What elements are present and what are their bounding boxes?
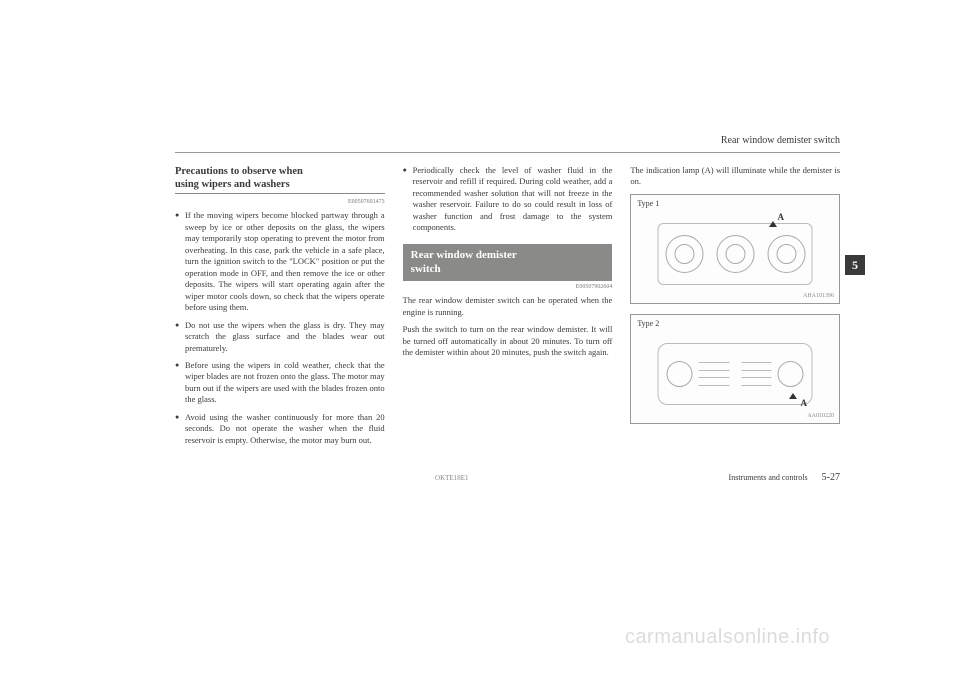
vent-slats-icon [699,359,730,389]
figure-code: AHA101396 [803,292,834,300]
chapter-tab: 5 [845,255,865,275]
figure-type2: Type 2 A AA010220 [630,314,840,424]
bullet-list: If the moving wipers become blocked part… [175,210,385,446]
list-item: Periodically check the level of washer f… [403,165,613,234]
header-title: Rear window demister switch [175,135,840,146]
gray-heading-line1: Rear window demister [411,249,517,261]
doc-code: E00507902604 [403,283,613,291]
footer-code: OKTE18E1 [175,474,729,482]
page-footer: OKTE18E1 Instruments and controls 5-27 [175,472,840,483]
column-1: Precautions to observe when using wipers… [175,165,385,452]
marker-a: A [801,397,808,409]
footer-section: Instruments and controls [729,473,808,482]
paragraph: Push the switch to turn on the rear wind… [403,324,613,358]
heading-line2: using wipers and washers [175,179,290,190]
header-divider [175,152,840,153]
content-columns: Precautions to observe when using wipers… [175,165,840,452]
footer-right: Instruments and controls 5-27 [729,472,840,483]
figure-code: AA010220 [807,412,834,420]
gray-heading-line2: switch [411,263,441,275]
bullet-list: Periodically check the level of washer f… [403,165,613,234]
dial-panel-illustration [658,223,813,285]
paragraph: The indication lamp (A) will illuminate … [630,165,840,188]
arrow-up-icon [789,393,797,399]
figure-label: Type 2 [637,319,659,330]
dial-icon [767,235,805,273]
list-item: Avoid using the washer continuously for … [175,412,385,446]
section-heading-box: Rear window demister switch [403,244,613,282]
vent-slats-icon [741,359,772,389]
paragraph: The rear window demister switch can be o… [403,295,613,318]
knob-icon [667,361,693,387]
column-2: Periodically check the level of washer f… [403,165,613,452]
figure-label: Type 1 [637,199,659,210]
marker-a: A [778,211,785,223]
heading-underline [175,193,385,194]
dial-icon [716,235,754,273]
section-heading: Precautions to observe when using wipers… [175,165,385,191]
watermark: carmanualsonline.info [625,626,830,649]
heading-line1: Precautions to observe when [175,166,303,177]
dial-icon [665,235,703,273]
list-item: If the moving wipers become blocked part… [175,210,385,313]
list-item: Before using the wipers in cold weather,… [175,360,385,406]
page-number: 5-27 [822,472,840,483]
figure-type1: Type 1 A AHA101396 [630,194,840,304]
arrow-up-icon [769,221,777,227]
knob-icon [778,361,804,387]
list-item: Do not use the wipers when the glass is … [175,320,385,354]
doc-code: E00507601473 [175,198,385,206]
column-3: The indication lamp (A) will illuminate … [630,165,840,452]
